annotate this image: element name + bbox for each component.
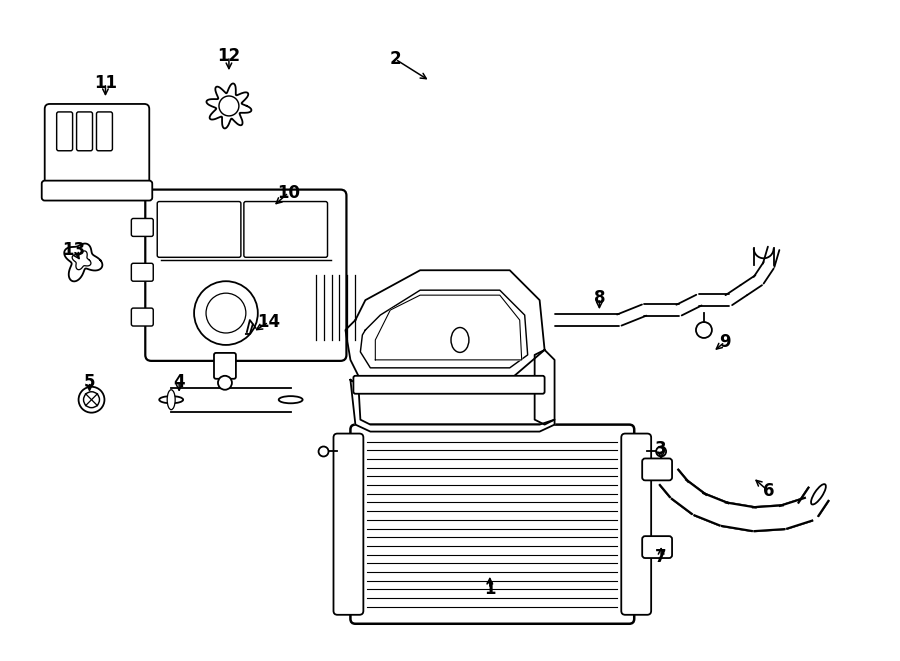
FancyBboxPatch shape: [131, 308, 153, 326]
Circle shape: [656, 447, 666, 457]
Circle shape: [319, 447, 328, 457]
Polygon shape: [798, 488, 828, 516]
Polygon shape: [206, 83, 251, 128]
Polygon shape: [722, 502, 756, 531]
FancyBboxPatch shape: [643, 459, 672, 481]
FancyBboxPatch shape: [41, 180, 152, 200]
Text: 6: 6: [763, 483, 774, 500]
Text: 10: 10: [277, 184, 301, 202]
FancyBboxPatch shape: [354, 376, 544, 394]
FancyBboxPatch shape: [45, 104, 149, 188]
Text: 13: 13: [62, 241, 86, 259]
Text: 8: 8: [594, 289, 605, 307]
Ellipse shape: [167, 390, 176, 410]
Polygon shape: [780, 498, 812, 529]
FancyBboxPatch shape: [334, 434, 364, 615]
Polygon shape: [660, 470, 688, 497]
Text: 14: 14: [257, 313, 280, 331]
Text: 11: 11: [94, 74, 117, 92]
Circle shape: [78, 387, 104, 412]
Ellipse shape: [811, 484, 826, 504]
Text: 2: 2: [390, 50, 401, 68]
Polygon shape: [672, 480, 706, 514]
Polygon shape: [535, 350, 554, 424]
Text: 3: 3: [655, 440, 667, 459]
Circle shape: [696, 322, 712, 338]
FancyBboxPatch shape: [145, 190, 346, 361]
Text: 5: 5: [84, 373, 95, 391]
Polygon shape: [753, 505, 785, 531]
Circle shape: [84, 392, 100, 408]
Circle shape: [206, 293, 246, 333]
FancyBboxPatch shape: [350, 424, 634, 624]
FancyBboxPatch shape: [57, 112, 73, 151]
FancyBboxPatch shape: [214, 353, 236, 379]
Polygon shape: [695, 493, 728, 525]
FancyBboxPatch shape: [96, 112, 112, 151]
Ellipse shape: [451, 327, 469, 352]
Circle shape: [218, 376, 232, 390]
Text: 7: 7: [655, 548, 667, 566]
FancyBboxPatch shape: [76, 112, 93, 151]
Ellipse shape: [159, 396, 183, 403]
Text: 1: 1: [484, 580, 496, 598]
Polygon shape: [350, 380, 554, 432]
FancyBboxPatch shape: [131, 263, 153, 281]
Circle shape: [219, 96, 238, 116]
Ellipse shape: [279, 396, 302, 403]
FancyBboxPatch shape: [244, 202, 328, 257]
FancyBboxPatch shape: [131, 219, 153, 237]
Polygon shape: [360, 290, 527, 368]
Text: 9: 9: [719, 333, 731, 351]
FancyBboxPatch shape: [643, 536, 672, 558]
Polygon shape: [375, 295, 522, 360]
Circle shape: [194, 281, 257, 345]
Polygon shape: [346, 270, 544, 380]
Polygon shape: [64, 243, 103, 282]
Text: 12: 12: [218, 47, 240, 65]
Text: 4: 4: [174, 373, 185, 391]
FancyBboxPatch shape: [158, 202, 241, 257]
FancyBboxPatch shape: [621, 434, 652, 615]
